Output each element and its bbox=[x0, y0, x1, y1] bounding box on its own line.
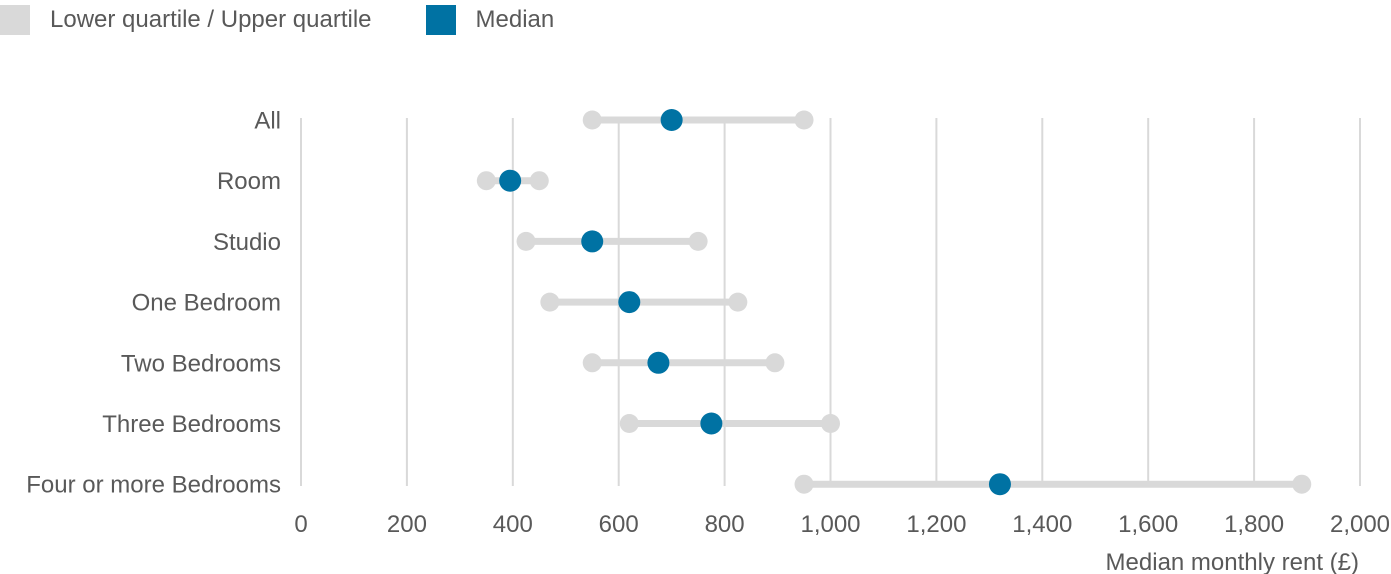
median-point bbox=[700, 412, 723, 435]
data-points bbox=[476, 109, 1312, 496]
category-label: Studio bbox=[213, 229, 281, 256]
x-tick-label: 0 bbox=[294, 511, 307, 538]
lower-quartile-point bbox=[516, 231, 536, 251]
legend-item-quartile: Lower quartile / Upper quartile bbox=[0, 5, 372, 35]
x-tick-label: 1,000 bbox=[800, 511, 860, 538]
median-point bbox=[499, 169, 522, 192]
x-tick-label: 2,000 bbox=[1330, 511, 1390, 538]
legend-label-median: Median bbox=[475, 6, 555, 33]
category-label: Three Bedrooms bbox=[102, 411, 281, 438]
quartile-ranges bbox=[486, 116, 1302, 488]
x-tick-label: 1,200 bbox=[906, 511, 966, 538]
category-label: Two Bedrooms bbox=[121, 350, 281, 377]
median-point bbox=[647, 351, 670, 374]
median-point bbox=[618, 291, 641, 314]
x-tick-label: 1,600 bbox=[1118, 511, 1178, 538]
x-tick-label: 400 bbox=[493, 511, 533, 538]
axis-labels: 0 200 400 600 800 1,000 1,200 1,400 1,600 1,800 2,… bbox=[26, 108, 1390, 539]
category-label: Room bbox=[217, 168, 281, 195]
lower-quartile-point bbox=[794, 474, 814, 494]
upper-quartile-point bbox=[529, 171, 549, 191]
upper-quartile-point bbox=[728, 292, 748, 312]
x-tick-label: 200 bbox=[387, 511, 427, 538]
legend-label-quartile: Lower quartile / Upper quartile bbox=[50, 6, 372, 33]
x-tick-label: 600 bbox=[599, 511, 639, 538]
legend: Lower quartile / Upper quartile Median bbox=[0, 2, 554, 38]
legend-swatch-quartile bbox=[0, 5, 30, 35]
x-tick-label: 1,400 bbox=[1012, 511, 1072, 538]
lower-quartile-point bbox=[619, 414, 639, 433]
lower-quartile-point bbox=[582, 353, 602, 373]
category-label: Four or more Bedrooms bbox=[26, 472, 281, 499]
upper-quartile-point bbox=[765, 353, 785, 373]
x-axis-title: Median monthly rent (£) bbox=[1106, 549, 1359, 574]
legend-swatch-median bbox=[425, 5, 456, 35]
x-tick-label: 1,800 bbox=[1224, 511, 1284, 538]
upper-quartile-point bbox=[1292, 474, 1312, 494]
category-label: All bbox=[254, 108, 281, 135]
lower-quartile-point bbox=[476, 171, 496, 191]
upper-quartile-point bbox=[821, 414, 840, 433]
lower-quartile-point bbox=[582, 110, 602, 130]
upper-quartile-point bbox=[688, 231, 708, 251]
legend-item-median: Median bbox=[425, 5, 555, 35]
lower-quartile-point bbox=[540, 292, 560, 312]
upper-quartile-point bbox=[794, 110, 814, 130]
median-point bbox=[660, 109, 683, 131]
x-tick-label: 800 bbox=[705, 511, 745, 538]
median-point bbox=[988, 473, 1011, 496]
category-label: One Bedroom bbox=[132, 290, 281, 317]
median-point bbox=[581, 230, 604, 253]
